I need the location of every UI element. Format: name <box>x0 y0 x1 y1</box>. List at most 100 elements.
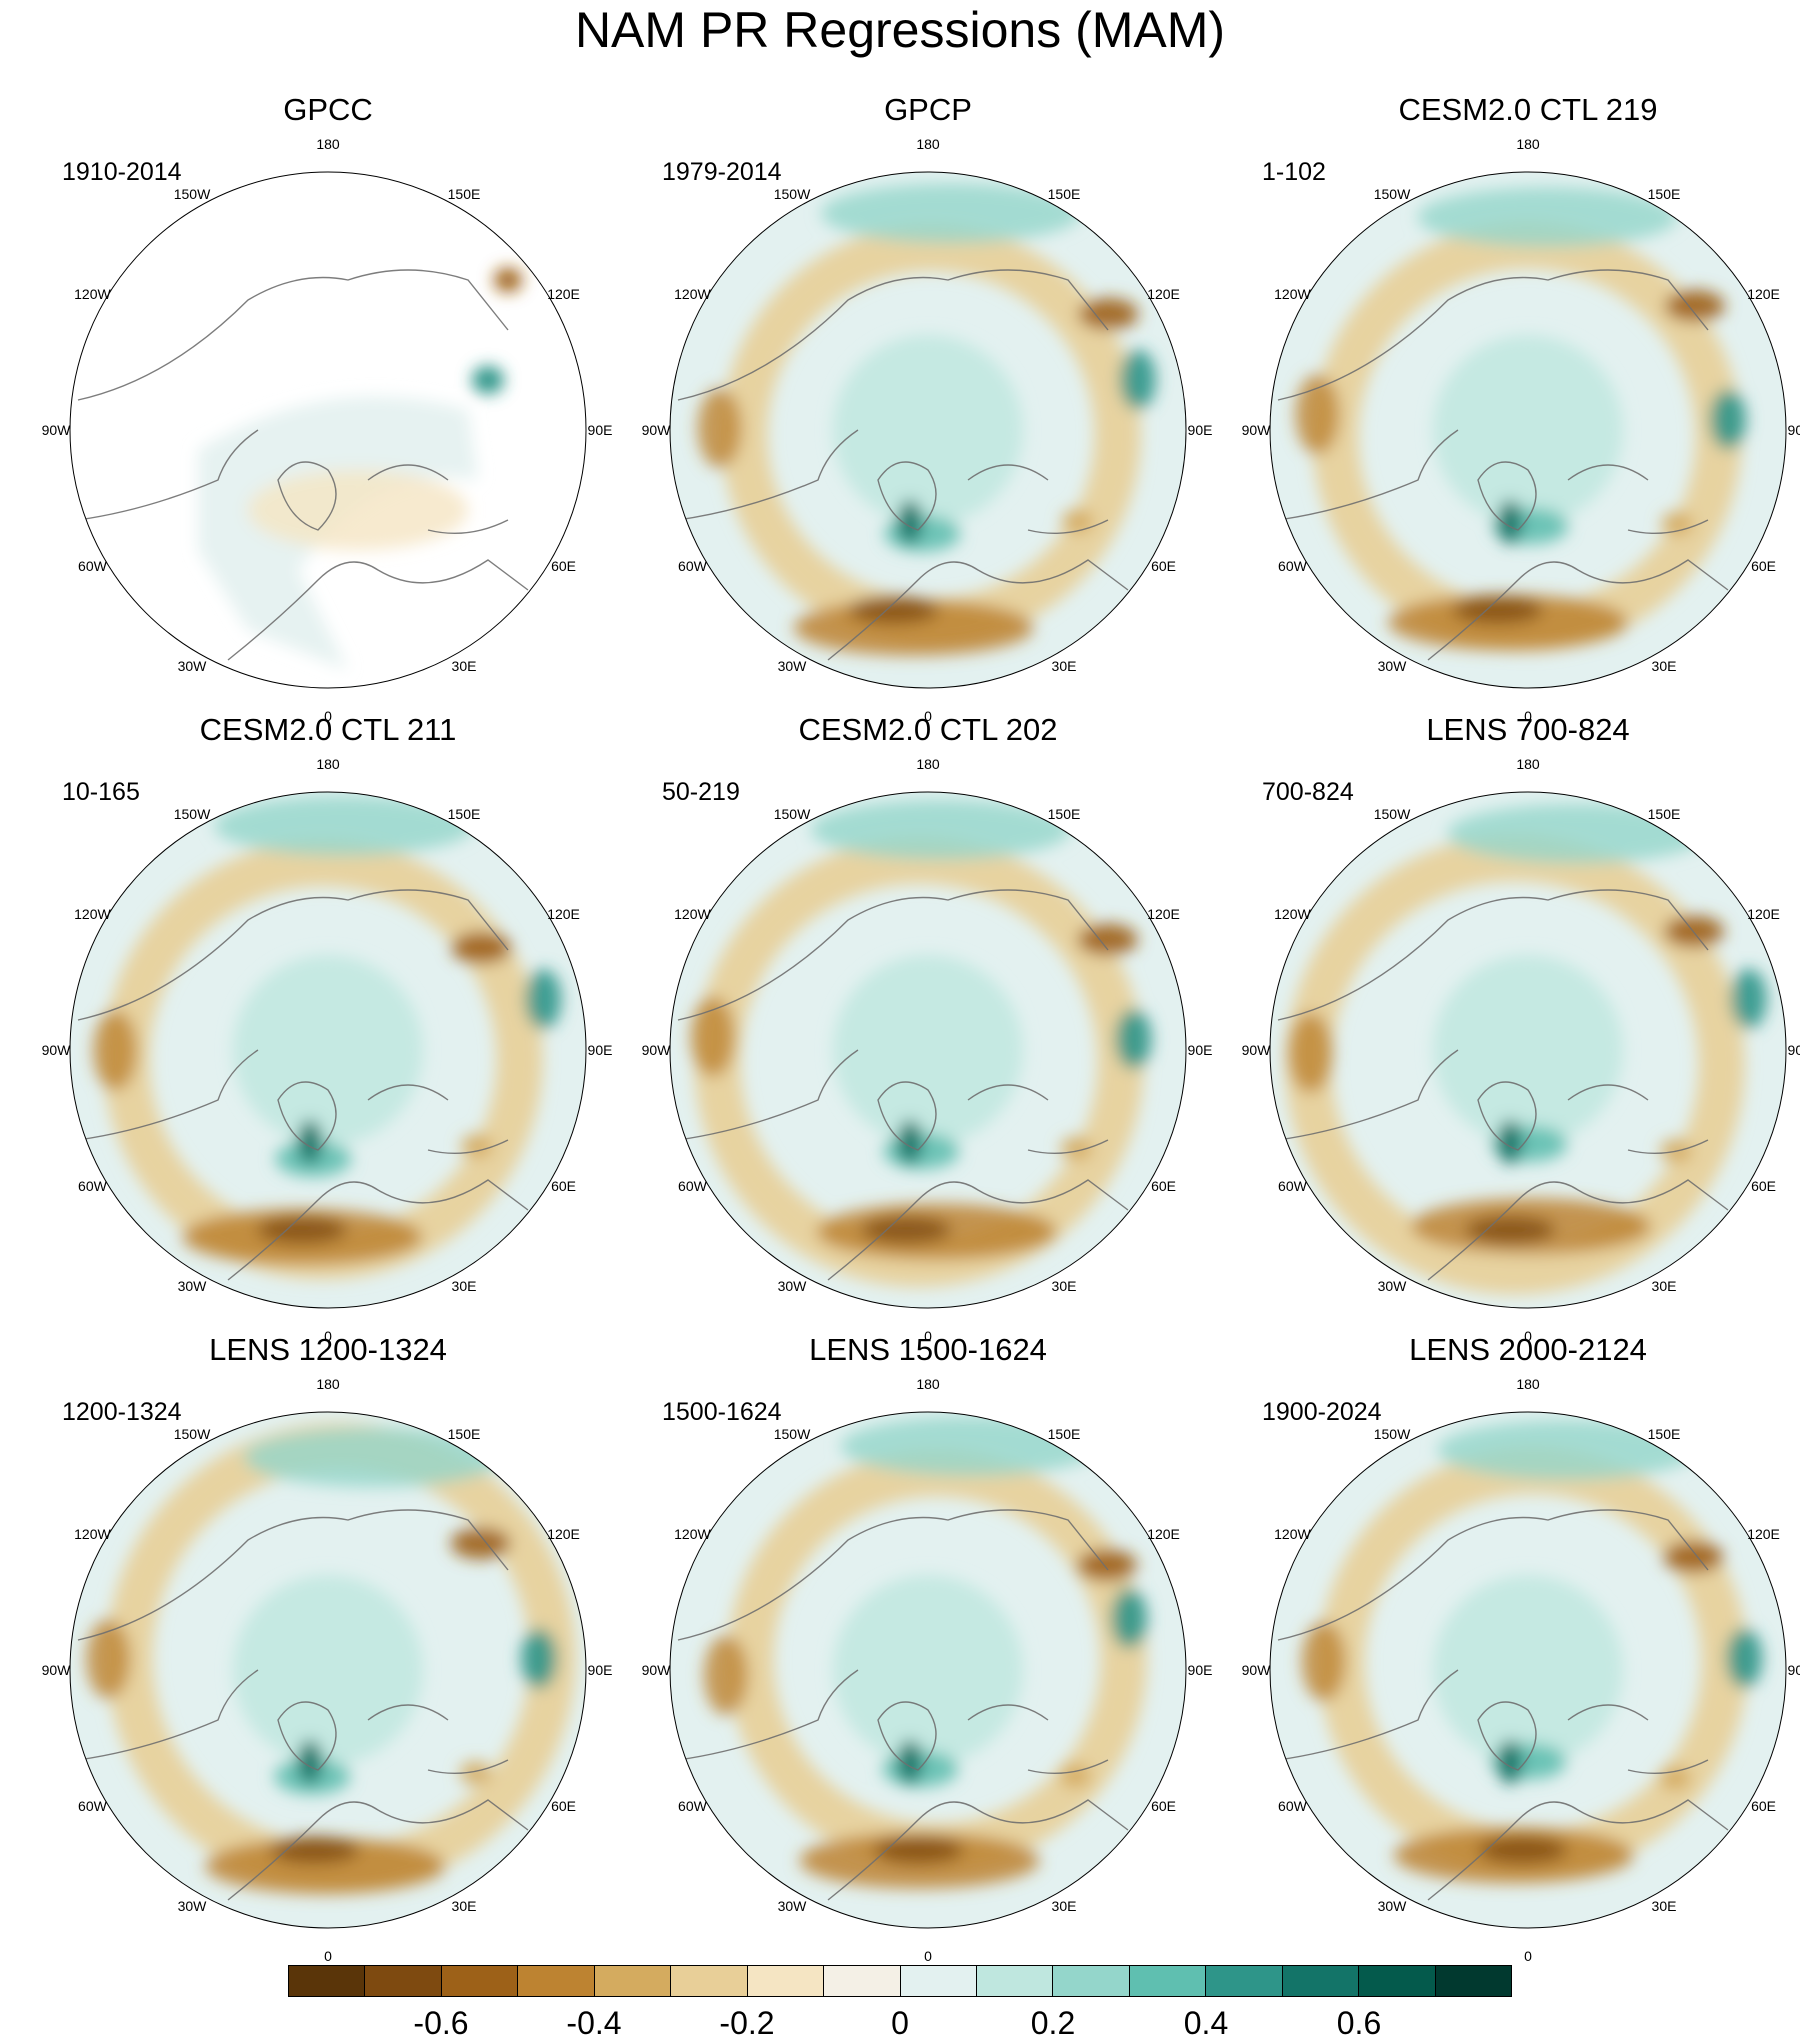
longitude-label: 90W <box>41 1042 71 1058</box>
longitude-label: 90W <box>1241 422 1271 438</box>
longitude-label: 0 <box>324 708 332 724</box>
longitude-label: 90E <box>1787 422 1800 438</box>
longitude-label: 180 <box>1516 136 1540 152</box>
panel-title: CESM2.0 CTL 219 <box>1398 92 1658 127</box>
longitude-label: 120W <box>674 1526 711 1542</box>
map-panel: LENS 2000-2124 180 150W 120W 90W 60W 30W 0 150E 1… <box>1242 1332 1800 1964</box>
colorbar-swatch <box>1053 1966 1130 1996</box>
period-label: 1-102 <box>1262 158 1326 186</box>
colorbar-tick-label: -0.6 <box>413 2005 469 2041</box>
longitude-label: 180 <box>316 1376 340 1392</box>
longitude-label: 150E <box>447 186 481 203</box>
longitude-label: 0 <box>1524 1948 1532 1964</box>
longitude-label: 90E <box>587 1042 613 1058</box>
longitude-label: 150E <box>1647 806 1681 823</box>
longitude-label: 150W <box>773 1426 811 1443</box>
longitude-label: 120E <box>1747 1526 1780 1542</box>
period-label: 700-824 <box>1262 778 1354 806</box>
longitude-label: 30E <box>1051 1897 1077 1914</box>
period-label: 1979-2014 <box>662 158 782 186</box>
longitude-label: 180 <box>1516 1376 1540 1392</box>
longitude-label: 120W <box>1274 1526 1311 1542</box>
longitude-label: 90W <box>1241 1662 1271 1678</box>
period-label: 1910-2014 <box>62 158 182 186</box>
panel-title: GPCP <box>884 92 972 127</box>
longitude-label: 150E <box>1047 806 1081 823</box>
longitude-label: 30E <box>451 1897 477 1914</box>
longitude-label: 60W <box>1278 1178 1307 1194</box>
longitude-label: 150E <box>1047 186 1081 203</box>
longitude-label: 150E <box>1647 1426 1681 1443</box>
longitude-label: 90W <box>641 1662 671 1678</box>
period-label: 1900-2024 <box>1262 1398 1382 1426</box>
colorbar-tick-label: -0.4 <box>566 2005 622 2041</box>
map-panel: LENS 1500-1624 180 150W 120W 90W 60W 30W 0 150E 1… <box>642 1332 1213 1964</box>
longitude-label: 60W <box>678 558 707 574</box>
colorbar-swatch <box>747 1966 825 1996</box>
colorbar <box>288 1965 1512 1997</box>
panel-title: GPCC <box>283 92 373 127</box>
longitude-label: 120E <box>547 906 580 922</box>
longitude-label: 150E <box>447 1426 481 1443</box>
panel-title: CESM2.0 CTL 202 <box>798 712 1058 747</box>
longitude-label: 180 <box>916 136 940 152</box>
longitude-label: 150W <box>173 1426 211 1443</box>
longitude-label: 90W <box>1241 1042 1271 1058</box>
longitude-label: 90W <box>41 422 71 438</box>
longitude-label: 150W <box>1373 806 1411 823</box>
longitude-label: 60W <box>78 1178 107 1194</box>
longitude-label: 60E <box>551 1178 577 1194</box>
colorbar-swatch <box>976 1966 1054 1996</box>
longitude-label: 120W <box>674 286 711 302</box>
colorbar-tick-label: 0.6 <box>1336 2005 1382 2041</box>
longitude-label: 30E <box>451 657 477 674</box>
longitude-label: 30E <box>1051 1277 1077 1294</box>
period-label: 1200-1324 <box>62 1398 182 1426</box>
longitude-label: 30E <box>451 1277 477 1294</box>
longitude-label: 60W <box>78 558 107 574</box>
longitude-label: 30W <box>777 1277 807 1294</box>
colorbar-swatch <box>900 1966 977 1996</box>
longitude-label: 90W <box>641 422 671 438</box>
longitude-label: 180 <box>316 756 340 772</box>
longitude-label: 180 <box>316 136 340 152</box>
longitude-label: 120W <box>74 1526 111 1542</box>
longitude-label: 120E <box>1147 906 1180 922</box>
map-panel: LENS 700-824 180 150W 120W 90W 60W 30W 0 150E 120… <box>1242 712 1800 1344</box>
figure-title: NAM PR Regressions (MAM) <box>574 2 1226 58</box>
longitude-label: 60E <box>1751 558 1777 574</box>
colorbar-swatch <box>289 1966 366 1996</box>
colorbar-swatch <box>671 1966 748 1996</box>
colorbar-swatch <box>518 1966 595 1996</box>
longitude-label: 120W <box>74 906 111 922</box>
longitude-label: 90E <box>1187 1662 1213 1678</box>
colorbar-swatch <box>365 1966 442 1996</box>
colorbar-tick-label: 0.4 <box>1183 2005 1229 2041</box>
period-label: 10-165 <box>62 778 140 806</box>
longitude-label: 150W <box>1373 1426 1411 1443</box>
longitude-label: 90E <box>1187 422 1213 438</box>
longitude-label: 60W <box>678 1178 707 1194</box>
longitude-label: 30W <box>1377 1277 1407 1294</box>
polar-map <box>669 791 1187 1309</box>
longitude-label: 60E <box>551 1798 577 1814</box>
longitude-label: 150W <box>173 806 211 823</box>
longitude-label: 30W <box>177 657 207 674</box>
longitude-label: 30E <box>1651 1277 1677 1294</box>
longitude-label: 120E <box>1747 286 1780 302</box>
colorbar-tick-label: -0.2 <box>719 2005 775 2041</box>
longitude-label: 150W <box>773 186 811 203</box>
longitude-label: 120E <box>1147 1526 1180 1542</box>
longitude-label: 60E <box>1151 1178 1177 1194</box>
longitude-label: 0 <box>324 1328 332 1344</box>
polar-map <box>69 171 587 689</box>
polar-map <box>669 1411 1187 1929</box>
longitude-label: 30E <box>1051 657 1077 674</box>
longitude-label: 180 <box>916 1376 940 1392</box>
longitude-label: 0 <box>1524 708 1532 724</box>
longitude-label: 120W <box>1274 906 1311 922</box>
panel-title: LENS 1200-1324 <box>209 1332 447 1367</box>
longitude-label: 120E <box>547 286 580 302</box>
longitude-label: 60E <box>1151 558 1177 574</box>
longitude-label: 30W <box>177 1277 207 1294</box>
